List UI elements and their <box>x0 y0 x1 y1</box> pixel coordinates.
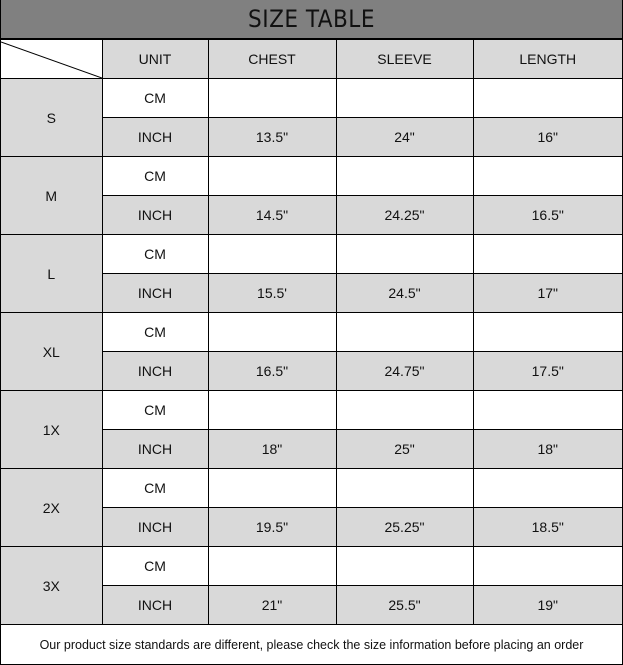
unit-cell: INCH <box>102 585 209 625</box>
table-row-inch: INCH 21" 25.5" 19" <box>1 585 622 625</box>
unit-cell: INCH <box>102 429 209 469</box>
table-row-inch: INCH 18" 25" 18" <box>1 429 622 469</box>
chest-inch-cell: 21" <box>207 585 337 625</box>
length-inch-cell: 19" <box>472 585 622 625</box>
diagonal-line <box>1 41 102 79</box>
length-cm-cell <box>472 156 622 196</box>
unit-cell: CM <box>101 390 209 430</box>
table-row-inch: INCH 16.5" 24.75" 17.5" <box>1 351 622 391</box>
sleeve-inch-cell: 24" <box>335 117 474 157</box>
header-chest: CHEST <box>207 39 337 79</box>
unit-cell: INCH <box>102 273 209 313</box>
size-grid: UNIT CHEST SLEEVE LENGTH S CM INCH 13.5" 24"… <box>1 39 622 625</box>
unit-cell: INCH <box>102 507 209 547</box>
size-label: L <box>1 234 103 313</box>
sleeve-cm-cell <box>335 468 474 508</box>
length-cm-cell <box>472 78 622 118</box>
header-unit: UNIT <box>101 39 209 79</box>
table-row-cm: S CM <box>1 78 622 157</box>
chest-cm-cell <box>207 546 337 586</box>
length-inch-cell: 16" <box>472 117 622 157</box>
corner-cell <box>1 39 103 79</box>
table-row-cm: 2X CM <box>1 468 622 547</box>
table-row-cm: M CM <box>1 156 622 235</box>
chest-inch-cell: 18" <box>207 429 337 469</box>
sleeve-cm-cell <box>335 78 474 118</box>
sleeve-cm-cell <box>335 312 474 352</box>
unit-cell: INCH <box>102 117 209 157</box>
sleeve-cm-cell <box>335 546 474 586</box>
table-row-cm: 3X CM <box>1 546 622 625</box>
size-label: M <box>1 156 103 235</box>
header-length: LENGTH <box>472 39 622 79</box>
unit-cell: CM <box>101 546 209 586</box>
sleeve-cm-cell <box>335 156 474 196</box>
footer-note: Our product size standards are different… <box>39 637 584 652</box>
table-row-cm: XL CM <box>1 312 622 391</box>
sleeve-inch-cell: 25" <box>335 429 474 469</box>
unit-cell: CM <box>101 234 209 274</box>
length-inch-cell: 16.5" <box>472 195 622 235</box>
size-label: 2X <box>1 468 103 547</box>
header-row: UNIT CHEST SLEEVE LENGTH <box>1 39 622 79</box>
size-label: 1X <box>1 390 103 469</box>
length-cm-cell <box>472 546 622 586</box>
sleeve-inch-cell: 24.75" <box>335 351 474 391</box>
sleeve-cm-cell <box>335 390 474 430</box>
chest-cm-cell <box>207 312 337 352</box>
chest-inch-cell: 14.5" <box>207 195 337 235</box>
chest-cm-cell <box>207 468 337 508</box>
chest-cm-cell <box>207 156 337 196</box>
length-inch-cell: 18.5" <box>472 507 622 547</box>
length-inch-cell: 18" <box>472 429 622 469</box>
table-row-inch: INCH 14.5" 24.25" 16.5" <box>1 195 622 235</box>
length-inch-cell: 17.5" <box>472 351 622 391</box>
sleeve-inch-cell: 25.25" <box>335 507 474 547</box>
unit-cell: INCH <box>102 195 209 235</box>
unit-cell: CM <box>101 78 209 118</box>
length-cm-cell <box>472 468 622 508</box>
length-cm-cell <box>472 234 622 274</box>
size-label: S <box>1 78 103 157</box>
unit-cell: INCH <box>102 351 209 391</box>
size-label: XL <box>1 312 103 391</box>
unit-cell: CM <box>101 156 209 196</box>
sleeve-inch-cell: 25.5" <box>335 585 474 625</box>
chest-inch-cell: 19.5" <box>207 507 337 547</box>
chest-inch-cell: 15.5' <box>207 273 337 313</box>
unit-cell: CM <box>101 468 209 508</box>
table-row-inch: INCH 19.5" 25.25" 18.5" <box>1 507 622 547</box>
table-title: SIZE TABLE <box>1 0 622 39</box>
chest-cm-cell <box>207 78 337 118</box>
table-row-cm: 1X CM <box>1 390 622 469</box>
chest-cm-cell <box>207 390 337 430</box>
unit-cell: CM <box>101 312 209 352</box>
sleeve-inch-cell: 24.25" <box>335 195 474 235</box>
size-label: 3X <box>1 546 103 625</box>
length-cm-cell <box>472 390 622 430</box>
sleeve-inch-cell: 24.5" <box>335 273 474 313</box>
chest-inch-cell: 13.5" <box>207 117 337 157</box>
length-cm-cell <box>472 312 622 352</box>
sleeve-cm-cell <box>335 234 474 274</box>
length-inch-cell: 17" <box>472 273 622 313</box>
header-sleeve: SLEEVE <box>335 39 474 79</box>
chest-cm-cell <box>207 234 337 274</box>
table-row-cm: L CM <box>1 234 622 313</box>
chest-inch-cell: 16.5" <box>207 351 337 391</box>
